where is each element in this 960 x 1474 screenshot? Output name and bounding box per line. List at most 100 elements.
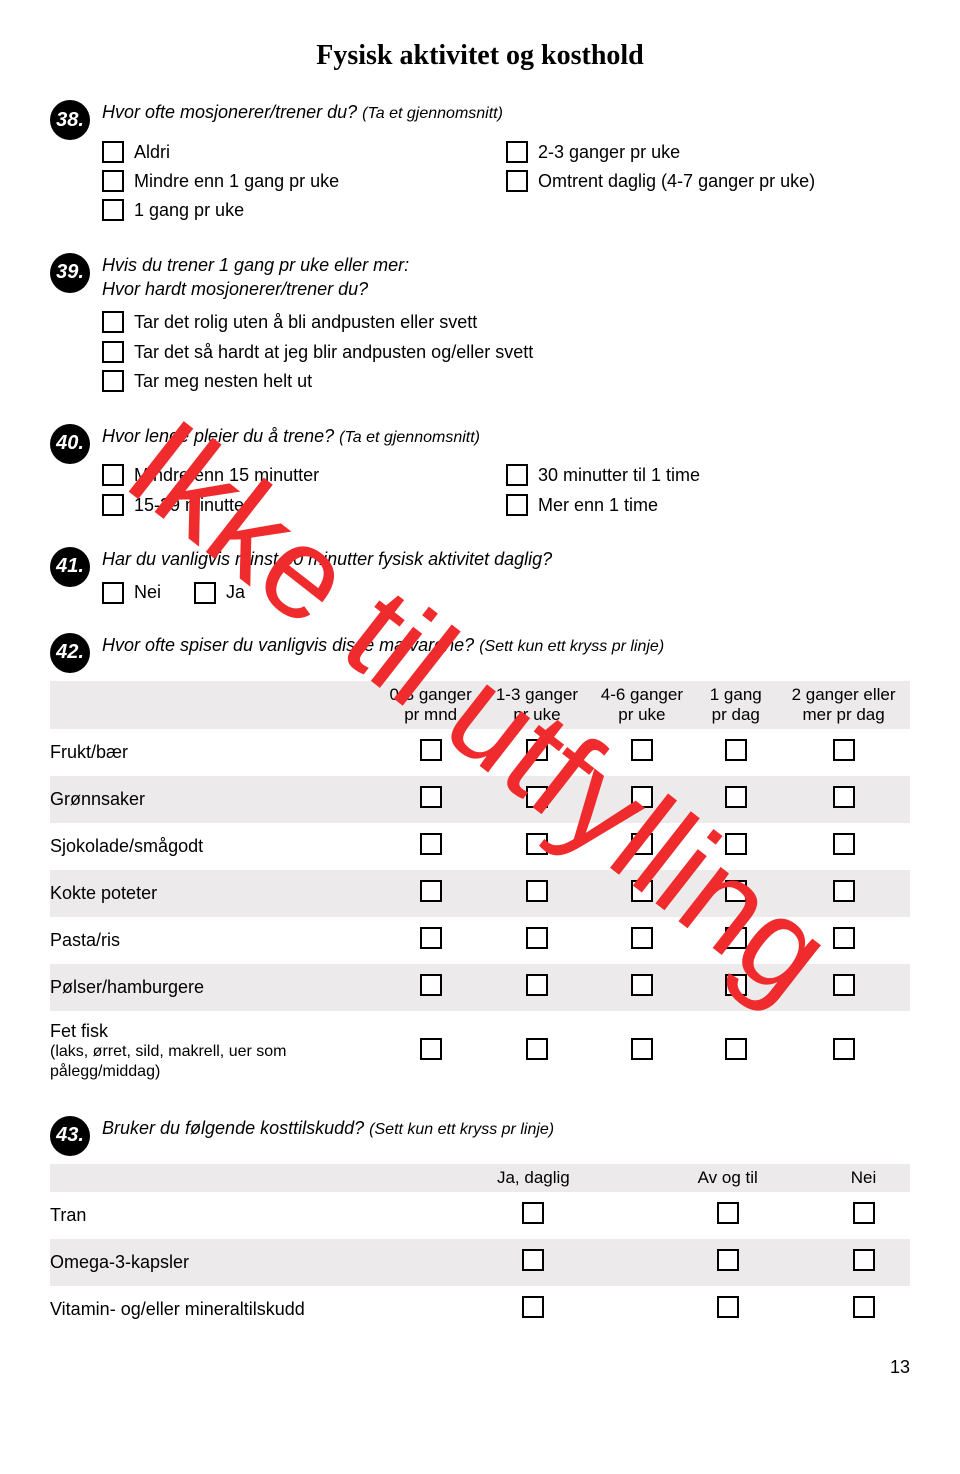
checkbox[interactable]: [717, 1202, 739, 1224]
checkbox[interactable]: [631, 927, 653, 949]
table-row: Vitamin- og/eller mineraltilskudd: [50, 1286, 910, 1333]
checkbox[interactable]: [506, 464, 528, 486]
q42-text: Hvor ofte spiser du vanligvis disse matv…: [102, 635, 474, 655]
q38-hint: (Ta et gjennomsnitt): [362, 105, 503, 122]
checkbox[interactable]: [102, 341, 124, 363]
question-badge-40: 40.: [50, 424, 90, 464]
checkbox[interactable]: [102, 370, 124, 392]
question-badge-42: 42.: [50, 633, 90, 673]
checkbox[interactable]: [631, 974, 653, 996]
checkbox[interactable]: [725, 1038, 747, 1060]
table-row: Fet fisk(laks, ørret, sild, makrell, uer…: [50, 1011, 910, 1092]
checkbox[interactable]: [420, 974, 442, 996]
col-header: 1-3 ganger pr uke: [485, 681, 590, 729]
col-header: 1 gang pr dag: [694, 681, 777, 729]
checkbox[interactable]: [725, 739, 747, 761]
question-40: 40. Hvor lenge pleier du å trene? (Ta et…: [50, 424, 910, 523]
row-label: Sjokolade/smågodt: [50, 823, 377, 870]
checkbox[interactable]: [420, 1038, 442, 1060]
checkbox[interactable]: [853, 1249, 875, 1271]
checkbox[interactable]: [631, 739, 653, 761]
checkbox[interactable]: [102, 199, 124, 221]
checkbox[interactable]: [717, 1249, 739, 1271]
checkbox[interactable]: [725, 880, 747, 902]
checkbox[interactable]: [526, 786, 548, 808]
checkbox[interactable]: [833, 1038, 855, 1060]
checkbox[interactable]: [194, 582, 216, 604]
q42-hint: (Sett kun ett kryss pr linje): [479, 638, 664, 655]
checkbox[interactable]: [102, 464, 124, 486]
checkbox[interactable]: [102, 141, 124, 163]
checkbox[interactable]: [631, 1038, 653, 1060]
table-row: Omega-3-kapsler: [50, 1239, 910, 1286]
checkbox[interactable]: [102, 170, 124, 192]
checkbox[interactable]: [631, 833, 653, 855]
checkbox[interactable]: [102, 311, 124, 333]
checkbox[interactable]: [526, 974, 548, 996]
checkbox[interactable]: [631, 786, 653, 808]
checkbox[interactable]: [833, 927, 855, 949]
option-label: Mindre enn 1 gang pr uke: [134, 170, 339, 193]
q40-text: Hvor lenge pleier du å trene?: [102, 426, 334, 446]
checkbox[interactable]: [833, 739, 855, 761]
checkbox[interactable]: [420, 786, 442, 808]
checkbox[interactable]: [725, 833, 747, 855]
q40-hint: (Ta et gjennomsnitt): [339, 429, 480, 446]
checkbox[interactable]: [526, 1038, 548, 1060]
checkbox[interactable]: [631, 880, 653, 902]
option-label: Nei: [134, 581, 161, 604]
checkbox[interactable]: [506, 141, 528, 163]
row-label: Tran: [50, 1192, 428, 1239]
checkbox[interactable]: [725, 974, 747, 996]
question-text: Hvor lenge pleier du å trene? (Ta et gje…: [102, 424, 910, 449]
checkbox[interactable]: [522, 1202, 544, 1224]
row-label: Kokte poteter: [50, 870, 377, 917]
q38-text: Hvor ofte mosjonerer/trener du?: [102, 102, 357, 122]
option-label: Aldri: [134, 141, 170, 164]
question-badge-43: 43.: [50, 1116, 90, 1156]
question-38: 38. Hvor ofte mosjonerer/trener du? (Ta …: [50, 100, 910, 229]
table-row: Sjokolade/smågodt: [50, 823, 910, 870]
checkbox[interactable]: [526, 833, 548, 855]
checkbox[interactable]: [717, 1296, 739, 1318]
page-number: 13: [50, 1357, 910, 1378]
checkbox[interactable]: [526, 739, 548, 761]
checkbox[interactable]: [853, 1296, 875, 1318]
row-label: Pølser/hamburgere: [50, 964, 377, 1011]
checkbox[interactable]: [725, 927, 747, 949]
checkbox[interactable]: [853, 1202, 875, 1224]
option-label: Mer enn 1 time: [538, 494, 658, 517]
row-label: Frukt/bær: [50, 729, 377, 776]
q43-text: Bruker du følgende kosttilskudd?: [102, 1118, 364, 1138]
question-39: 39. Hvis du trener 1 gang pr uke eller m…: [50, 253, 910, 400]
checkbox[interactable]: [102, 494, 124, 516]
q39-line1: Hvis du trener 1 gang pr uke eller mer:: [102, 255, 409, 275]
checkbox[interactable]: [506, 494, 528, 516]
q39-line2: Hvor hardt mosjonerer/trener du?: [102, 279, 368, 299]
question-badge-39: 39.: [50, 253, 90, 293]
checkbox[interactable]: [420, 833, 442, 855]
col-header: 2 ganger eller mer pr dag: [777, 681, 910, 729]
checkbox[interactable]: [102, 582, 124, 604]
checkbox[interactable]: [833, 880, 855, 902]
checkbox[interactable]: [420, 739, 442, 761]
table-row: Frukt/bær: [50, 729, 910, 776]
checkbox[interactable]: [506, 170, 528, 192]
checkbox[interactable]: [725, 786, 747, 808]
question-text: Hvor ofte spiser du vanligvis disse matv…: [102, 633, 910, 658]
row-label: Fet fisk(laks, ørret, sild, makrell, uer…: [50, 1011, 377, 1092]
checkbox[interactable]: [833, 833, 855, 855]
col-header: 0-3 ganger pr mnd: [377, 681, 485, 729]
q43-hint: (Sett kun ett kryss pr linje): [369, 1121, 554, 1138]
checkbox[interactable]: [526, 880, 548, 902]
checkbox[interactable]: [522, 1249, 544, 1271]
option-label: Tar meg nesten helt ut: [134, 370, 312, 393]
checkbox[interactable]: [420, 927, 442, 949]
checkbox[interactable]: [833, 786, 855, 808]
col-header: 4-6 ganger pr uke: [589, 681, 694, 729]
checkbox[interactable]: [420, 880, 442, 902]
checkbox[interactable]: [833, 974, 855, 996]
checkbox[interactable]: [526, 927, 548, 949]
checkbox[interactable]: [522, 1296, 544, 1318]
question-text: Bruker du følgende kosttilskudd? (Sett k…: [102, 1116, 910, 1141]
